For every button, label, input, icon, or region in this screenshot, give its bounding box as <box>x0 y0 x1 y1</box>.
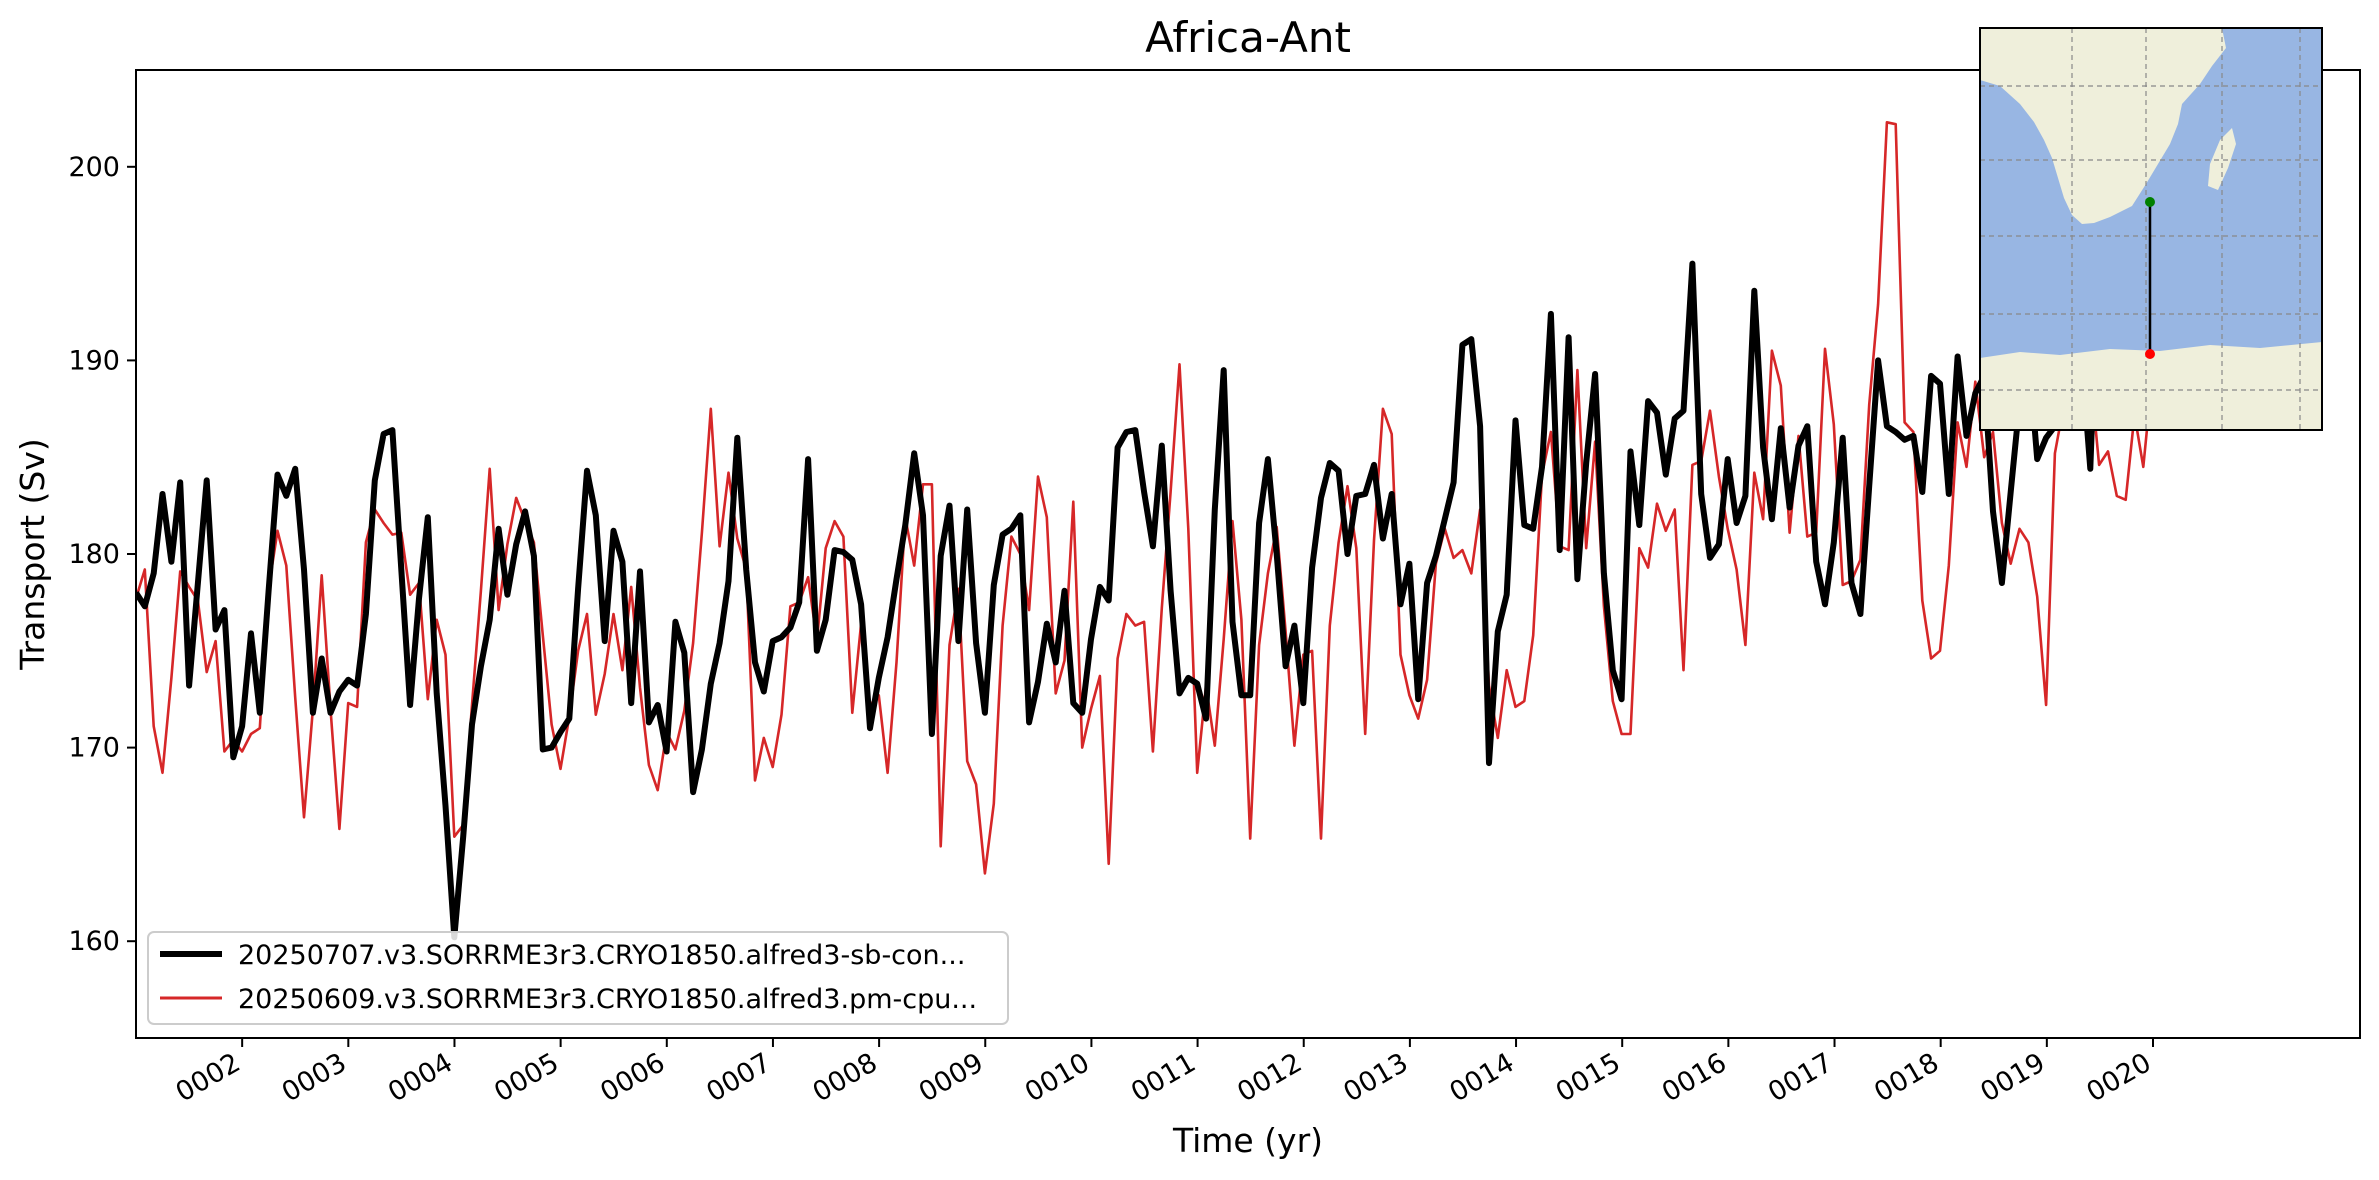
x-tick-label: 0019 <box>1975 1047 2050 1108</box>
y-tick-label: 190 <box>68 345 120 376</box>
x-tick-label: 0017 <box>1763 1047 1838 1108</box>
y-axis: 160 170 180 190 200 <box>68 152 136 957</box>
legend: 20250707.v3.SORRME3r3.CRYO1850.alfred3-s… <box>147 931 1009 1025</box>
x-tick-label: 0018 <box>1869 1047 1944 1108</box>
plot-content <box>137 121 2180 941</box>
y-tick-label: 160 <box>68 926 120 957</box>
x-axis: 0002 0003 0004 0005 0006 0007 0008 0009 0010 0011… <box>171 1038 2156 1108</box>
y-tick-label: 170 <box>68 733 120 764</box>
x-tick-label: 0010 <box>1020 1047 1095 1108</box>
legend-label-series-2: 20250609.v3.SORRME3r3.CRYO1850.alfred3.p… <box>238 984 977 1015</box>
chart-title: Africa-Ant <box>1145 13 1351 62</box>
transect-end-marker <box>2145 349 2155 359</box>
legend-label-series-1: 20250707.v3.SORRME3r3.CRYO1850.alfred3-s… <box>238 940 965 971</box>
x-tick-label: 0002 <box>171 1047 246 1108</box>
legend-box <box>147 931 1009 1025</box>
x-axis-label: Time (yr) <box>1172 1121 1323 1160</box>
x-tick-label: 0014 <box>1445 1047 1520 1108</box>
x-tick-label: 0007 <box>701 1047 776 1108</box>
x-tick-label: 0015 <box>1551 1047 1626 1108</box>
x-tick-label: 0004 <box>383 1047 458 1108</box>
y-tick-label: 180 <box>68 539 120 570</box>
series-line-1 <box>137 223 2136 941</box>
transect-start-marker <box>2145 197 2155 207</box>
y-axis-label: Transport (Sv) <box>13 438 52 671</box>
x-tick-label: 0016 <box>1657 1047 1732 1108</box>
inset-map-frame <box>1979 27 2323 431</box>
map-land-antarctica <box>1980 342 2322 430</box>
map-land-africa <box>1980 28 2226 224</box>
x-tick-label: 0011 <box>1126 1047 1201 1108</box>
x-tick-label: 0008 <box>808 1047 883 1108</box>
x-tick-label: 0005 <box>489 1047 564 1108</box>
x-tick-label: 0003 <box>277 1047 352 1108</box>
x-tick-label: 0012 <box>1232 1047 1307 1108</box>
x-tick-label: 0006 <box>595 1047 670 1108</box>
x-tick-label: 0009 <box>914 1047 989 1108</box>
x-tick-label: 0020 <box>2081 1047 2156 1108</box>
y-tick-label: 200 <box>68 152 120 183</box>
x-tick-label: 0013 <box>1338 1047 1413 1108</box>
series-layer <box>137 121 2180 941</box>
inset-map <box>1979 27 2323 431</box>
